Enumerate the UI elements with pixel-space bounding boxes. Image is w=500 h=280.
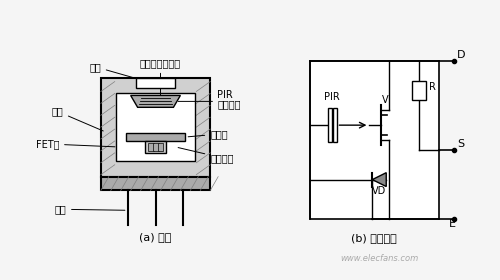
Text: PIR: PIR xyxy=(217,90,233,101)
Text: 支承环: 支承环 xyxy=(188,129,228,139)
Text: E: E xyxy=(450,219,456,229)
Bar xyxy=(328,108,332,143)
Bar xyxy=(126,133,186,141)
Bar xyxy=(101,78,210,177)
Bar xyxy=(136,78,175,88)
Text: PIR: PIR xyxy=(324,92,340,102)
Bar xyxy=(144,141,167,153)
Bar xyxy=(158,143,164,151)
Bar xyxy=(116,94,196,161)
Text: 引脚: 引脚 xyxy=(54,204,125,214)
Text: (b) 内部电路: (b) 内部电路 xyxy=(352,233,397,243)
Text: 电路元件: 电路元件 xyxy=(178,148,234,163)
Text: www.elecfans.com: www.elecfans.com xyxy=(340,254,418,263)
Bar xyxy=(152,143,158,151)
Bar xyxy=(310,61,439,219)
Text: (a) 结构: (a) 结构 xyxy=(140,232,172,242)
Text: D: D xyxy=(457,50,466,60)
Polygon shape xyxy=(130,95,180,107)
Text: S: S xyxy=(457,139,464,149)
Text: R: R xyxy=(429,83,436,92)
Bar xyxy=(332,108,336,143)
Polygon shape xyxy=(372,173,386,186)
Bar xyxy=(412,81,426,101)
Text: 菲涅尔滤光透镜: 菲涅尔滤光透镜 xyxy=(140,58,181,99)
Text: FET管: FET管 xyxy=(36,139,115,149)
Text: 窗口: 窗口 xyxy=(89,62,148,82)
Text: 热电元件: 热电元件 xyxy=(217,99,240,109)
Text: V: V xyxy=(382,95,388,105)
Bar xyxy=(148,143,154,151)
Text: VD: VD xyxy=(372,186,386,197)
Bar xyxy=(101,177,210,190)
Text: 外壳: 外壳 xyxy=(52,106,104,131)
